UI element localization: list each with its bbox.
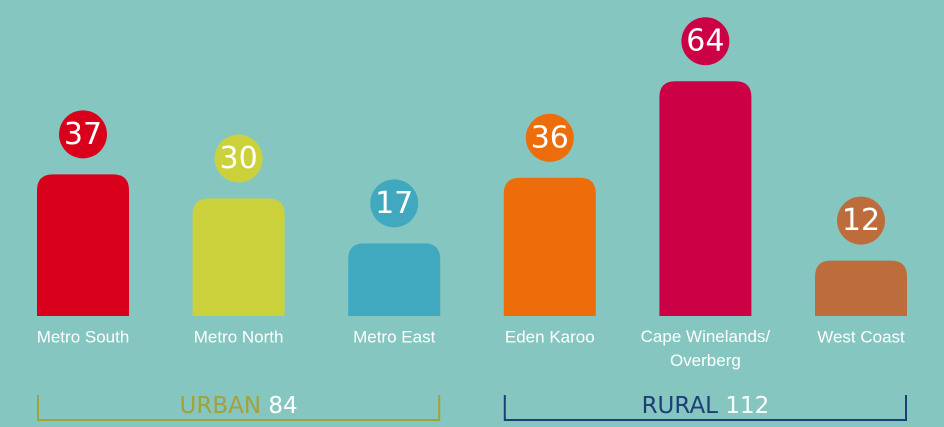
value-bubble xyxy=(59,110,107,159)
group-label: URBAN 84 xyxy=(180,393,298,419)
value-bubble xyxy=(681,17,730,66)
group-bracket xyxy=(37,395,441,421)
value-label: 64 xyxy=(686,24,724,59)
bar xyxy=(659,81,752,316)
category-label: Metro South xyxy=(37,327,130,346)
group-label: RURAL 112 xyxy=(642,393,770,419)
category-label: Metro North xyxy=(194,327,284,346)
group-total: 112 xyxy=(725,393,769,419)
value-label: 17 xyxy=(375,186,413,221)
category-label: West Coast xyxy=(817,327,905,346)
value-bubble xyxy=(370,179,419,228)
category-label: Metro East xyxy=(353,327,435,346)
category-label: Cape Winelands/Overberg xyxy=(641,327,771,370)
value-label: 30 xyxy=(220,141,258,176)
bar xyxy=(192,198,285,316)
value-label: 36 xyxy=(531,120,569,155)
bar xyxy=(37,174,129,316)
group-total: 84 xyxy=(268,393,297,419)
value-label: 37 xyxy=(64,117,102,152)
group-name: RURAL xyxy=(642,393,719,419)
group-name: URBAN xyxy=(180,393,262,419)
value-bubble xyxy=(214,134,263,183)
value-label: 12 xyxy=(842,203,880,238)
value-bubble xyxy=(525,113,574,162)
bar xyxy=(815,260,907,316)
value-bubble xyxy=(837,196,885,245)
category-label: Eden Karoo xyxy=(505,327,595,346)
bar xyxy=(348,243,441,316)
group-bracket xyxy=(503,395,907,421)
bar xyxy=(503,177,596,316)
